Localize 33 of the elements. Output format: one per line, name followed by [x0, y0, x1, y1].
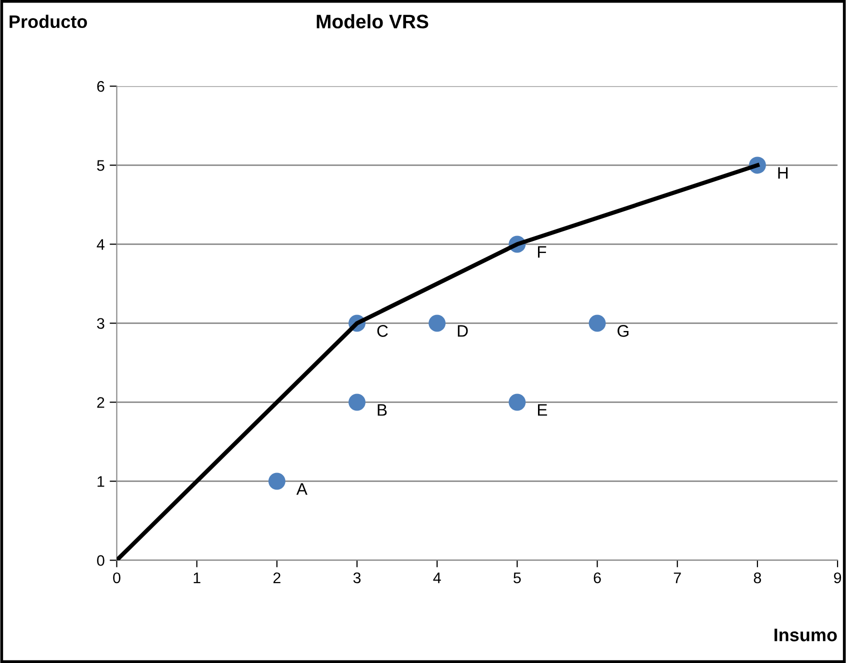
annotation: E [538, 404, 548, 416]
x-tick-label: 5 [514, 572, 521, 584]
annotation: C [377, 325, 388, 337]
x-axis-title: Insumo [774, 628, 837, 642]
point [588, 314, 606, 332]
annotation: B [378, 404, 387, 416]
x-tick-label: 8 [754, 572, 762, 584]
x-tick-label: 3 [353, 572, 361, 584]
y-tick-label: 0 [97, 555, 104, 566]
annotation: D [458, 325, 468, 337]
y-tick-label: 4 [96, 239, 104, 250]
x-tick-label: 9 [834, 572, 842, 584]
y-axis-title: Producto [10, 14, 87, 28]
annotation: H [778, 167, 788, 179]
y-tick-label: 1 [98, 476, 104, 487]
y-tick-label: 3 [97, 318, 104, 329]
point [508, 394, 526, 411]
x-tick-label: 2 [273, 572, 280, 584]
x-tick-label: 6 [594, 572, 601, 584]
x-tick-label: 1 [194, 572, 200, 584]
point [348, 394, 366, 411]
point [428, 314, 446, 332]
x-tick-label: 7 [674, 572, 681, 584]
y-tick-label: 5 [97, 160, 104, 171]
annotation: F [538, 246, 546, 258]
point [268, 472, 286, 490]
annotation: A [296, 483, 308, 495]
y-tick-label: 2 [97, 397, 104, 408]
x-tick-label: 4 [433, 572, 441, 584]
x-tick-label: 0 [113, 572, 120, 584]
annotation: G [618, 325, 628, 337]
chart-title: Modelo VRS [316, 14, 428, 28]
y-tick-label: 6 [97, 81, 104, 92]
